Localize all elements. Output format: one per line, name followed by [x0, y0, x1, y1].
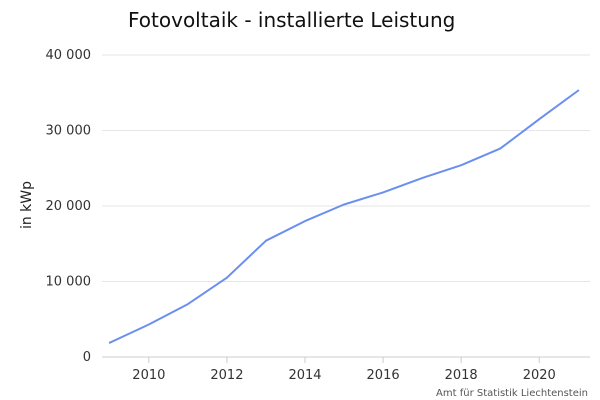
data-point-2009[interactable] — [104, 337, 116, 349]
data-point-2021[interactable] — [572, 84, 584, 96]
data-point-2017[interactable] — [416, 172, 428, 184]
source-credit: Amt für Statistik Liechtenstein — [436, 388, 588, 399]
x-tick-label: 2016 — [367, 368, 400, 383]
series-line — [108, 89, 580, 344]
y-tick-label: 20 000 — [46, 199, 92, 214]
data-point-2020[interactable] — [533, 113, 545, 125]
data-point-2012[interactable] — [221, 272, 233, 284]
data-point-2011[interactable] — [182, 298, 194, 310]
x-tick-labels: 2010 2012 2014 2016 2018 2020 — [132, 368, 555, 383]
data-point-2015[interactable] — [338, 198, 350, 210]
x-tick-label: 2010 — [132, 368, 165, 383]
y-tick-label: 40 000 — [46, 48, 92, 63]
x-tick-label: 2014 — [288, 368, 321, 383]
y-axis-label: in kWp — [19, 181, 35, 229]
series-layer — [104, 84, 584, 349]
y-tick-label: 10 000 — [46, 275, 92, 290]
data-point-2016[interactable] — [377, 186, 389, 198]
grid-lines — [102, 54, 590, 282]
chart-title: Fotovoltaik - installierte Leistung — [128, 8, 455, 32]
y-tick-label: 30 000 — [46, 124, 92, 139]
x-tick-label: 2012 — [210, 368, 243, 383]
y-tick-label: 0 — [83, 350, 91, 365]
axes — [102, 356, 590, 363]
y-tick-labels: 0 10 000 20 000 30 000 40 000 — [46, 48, 92, 365]
data-point-2013[interactable] — [260, 235, 272, 247]
x-tick-label: 2020 — [523, 368, 556, 383]
data-point-2019[interactable] — [494, 143, 506, 155]
data-point-2018[interactable] — [455, 159, 467, 171]
data-point-2014[interactable] — [299, 215, 311, 227]
x-tick-label: 2018 — [445, 368, 478, 383]
data-point-2010[interactable] — [143, 319, 155, 331]
